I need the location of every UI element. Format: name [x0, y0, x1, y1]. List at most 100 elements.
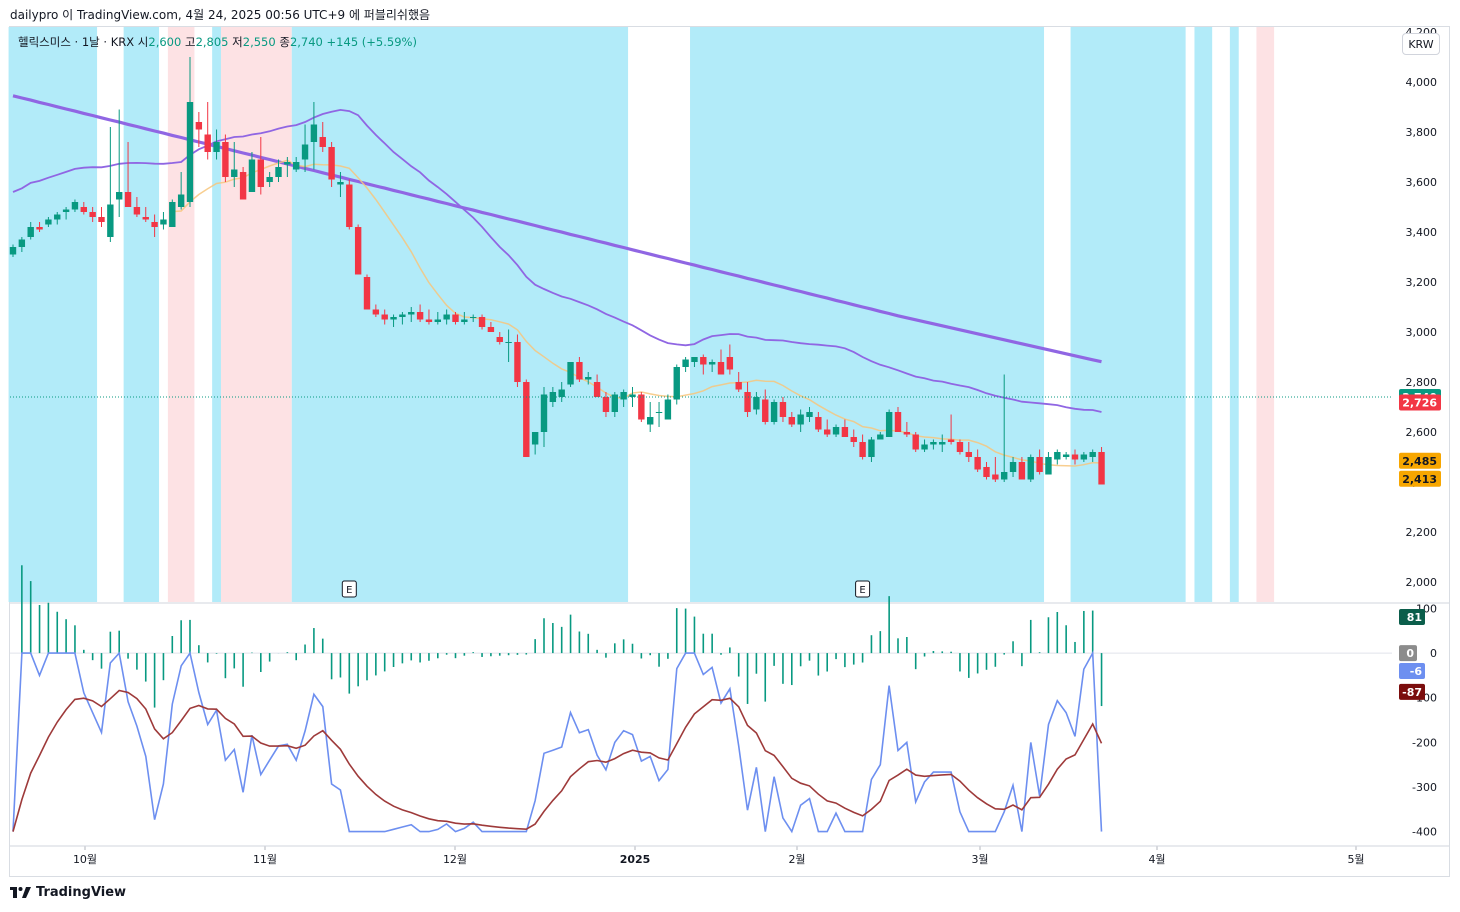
candle-body: [71, 202, 79, 210]
candle-body: [894, 412, 902, 432]
candle-body: [310, 124, 318, 142]
earnings-marker: E: [859, 585, 865, 596]
candle-body: [514, 342, 521, 382]
candle-body: [363, 277, 371, 310]
time-tick-label: 2월: [788, 853, 805, 866]
candle-body: [983, 467, 990, 477]
candle-body: [1045, 457, 1052, 475]
candle-body: [664, 399, 672, 420]
candle-body: [523, 382, 530, 457]
candle-body: [735, 382, 742, 390]
candle-body: [620, 392, 627, 400]
candle-body: [691, 357, 698, 362]
osc-zero-label: 0: [1406, 647, 1414, 660]
candle-body: [1054, 452, 1061, 460]
price-tick-label: 3,000: [1406, 326, 1438, 339]
candle-body: [505, 342, 512, 343]
trend-band: [8, 27, 98, 602]
candle-body: [974, 457, 981, 470]
trend-band: [220, 27, 292, 602]
candle-body: [1080, 454, 1088, 460]
ma-short-price-label-bg: [1399, 470, 1441, 487]
candle-body: [169, 202, 176, 227]
candle-body: [585, 377, 592, 380]
candle-body: [222, 142, 229, 177]
candle-body: [470, 317, 477, 318]
earnings-marker-box: [341, 580, 357, 598]
candle-body: [655, 412, 663, 413]
trend-band: [1229, 27, 1239, 602]
candle-body: [558, 389, 565, 397]
candle-body: [416, 312, 424, 320]
candle-body: [567, 362, 574, 385]
ma-mid-price-label-bg: [1399, 452, 1441, 469]
candle-body: [912, 434, 919, 450]
earnings-marker-box: [855, 580, 871, 598]
price-tick-label: 3,600: [1406, 176, 1438, 189]
candle-body: [593, 382, 601, 397]
candle-body: [160, 219, 167, 225]
candle-body: [186, 102, 194, 202]
ma-short-price-label: 2,413: [1402, 473, 1437, 486]
legend-open: 2,600: [148, 35, 182, 49]
candle-body: [611, 394, 618, 412]
candle-body: [939, 442, 946, 445]
trend-band: [212, 27, 221, 602]
candle-body: [62, 209, 70, 212]
price-tick-label: 2,200: [1406, 526, 1438, 539]
candle-body: [36, 227, 43, 230]
candle-body: [1062, 454, 1070, 457]
candle-body: [956, 442, 964, 452]
candle-body: [903, 432, 911, 435]
candle-body: [124, 192, 132, 207]
candle-body: [1071, 454, 1079, 460]
candle-body: [797, 414, 804, 425]
candle-body: [770, 402, 778, 422]
candle-body: [151, 222, 158, 227]
legend-high: 2,805: [195, 35, 229, 49]
time-tick-label: 2025: [620, 853, 651, 866]
candle-body: [293, 162, 300, 170]
price-tick-label: 3,800: [1406, 126, 1438, 139]
time-tick-label: 3월: [971, 853, 988, 866]
time-tick-label: 11월: [253, 853, 277, 866]
trend-band: [1194, 27, 1213, 602]
candle-body: [478, 317, 486, 327]
candle-body: [540, 394, 548, 432]
candle-body: [461, 319, 468, 322]
candle-body: [231, 169, 238, 177]
candle-body: [682, 359, 689, 367]
candle-body: [717, 362, 725, 375]
candle-body: [133, 207, 141, 215]
candle-body: [487, 327, 495, 332]
candle-body: [248, 159, 256, 192]
currency-selector[interactable]: KRW: [1402, 33, 1440, 55]
candle-body: [116, 192, 123, 200]
ma-mid-line: [12, 108, 1102, 413]
candle-body: [638, 394, 645, 420]
candle-body: [434, 319, 441, 322]
ma-short-line: [172, 159, 1102, 467]
candle-body: [195, 122, 203, 130]
candle-body: [753, 397, 760, 410]
candle-body: [301, 144, 309, 160]
legend-low-label: 저: [232, 35, 243, 49]
time-tick-label: 10월: [73, 853, 97, 866]
candle-body: [54, 214, 61, 220]
candle-body: [921, 444, 928, 450]
tradingview-logo[interactable]: TradingView: [10, 885, 126, 900]
publish-header: dailypro 이 TradingView.com, 4월 24, 2025 …: [10, 8, 431, 22]
legend-close-label: 종: [279, 35, 290, 49]
ohlc-legend: 헬릭스미스 · 1날 · KRX 시2,600 고2,805 저2,550 종2…: [18, 34, 417, 50]
candle-body: [1001, 472, 1008, 480]
legend-symbol[interactable]: 헬릭스미스 · 1날 · KRX: [18, 35, 135, 49]
candle-body: [1098, 452, 1105, 485]
candle-body: [629, 394, 636, 397]
candle-body: [859, 442, 866, 457]
price-tick-label: 2,600: [1406, 426, 1438, 439]
candle-body: [266, 177, 273, 182]
candle-body: [779, 402, 787, 417]
candle-body: [284, 162, 291, 165]
ma-long-price-label: 2,726: [1402, 397, 1437, 410]
